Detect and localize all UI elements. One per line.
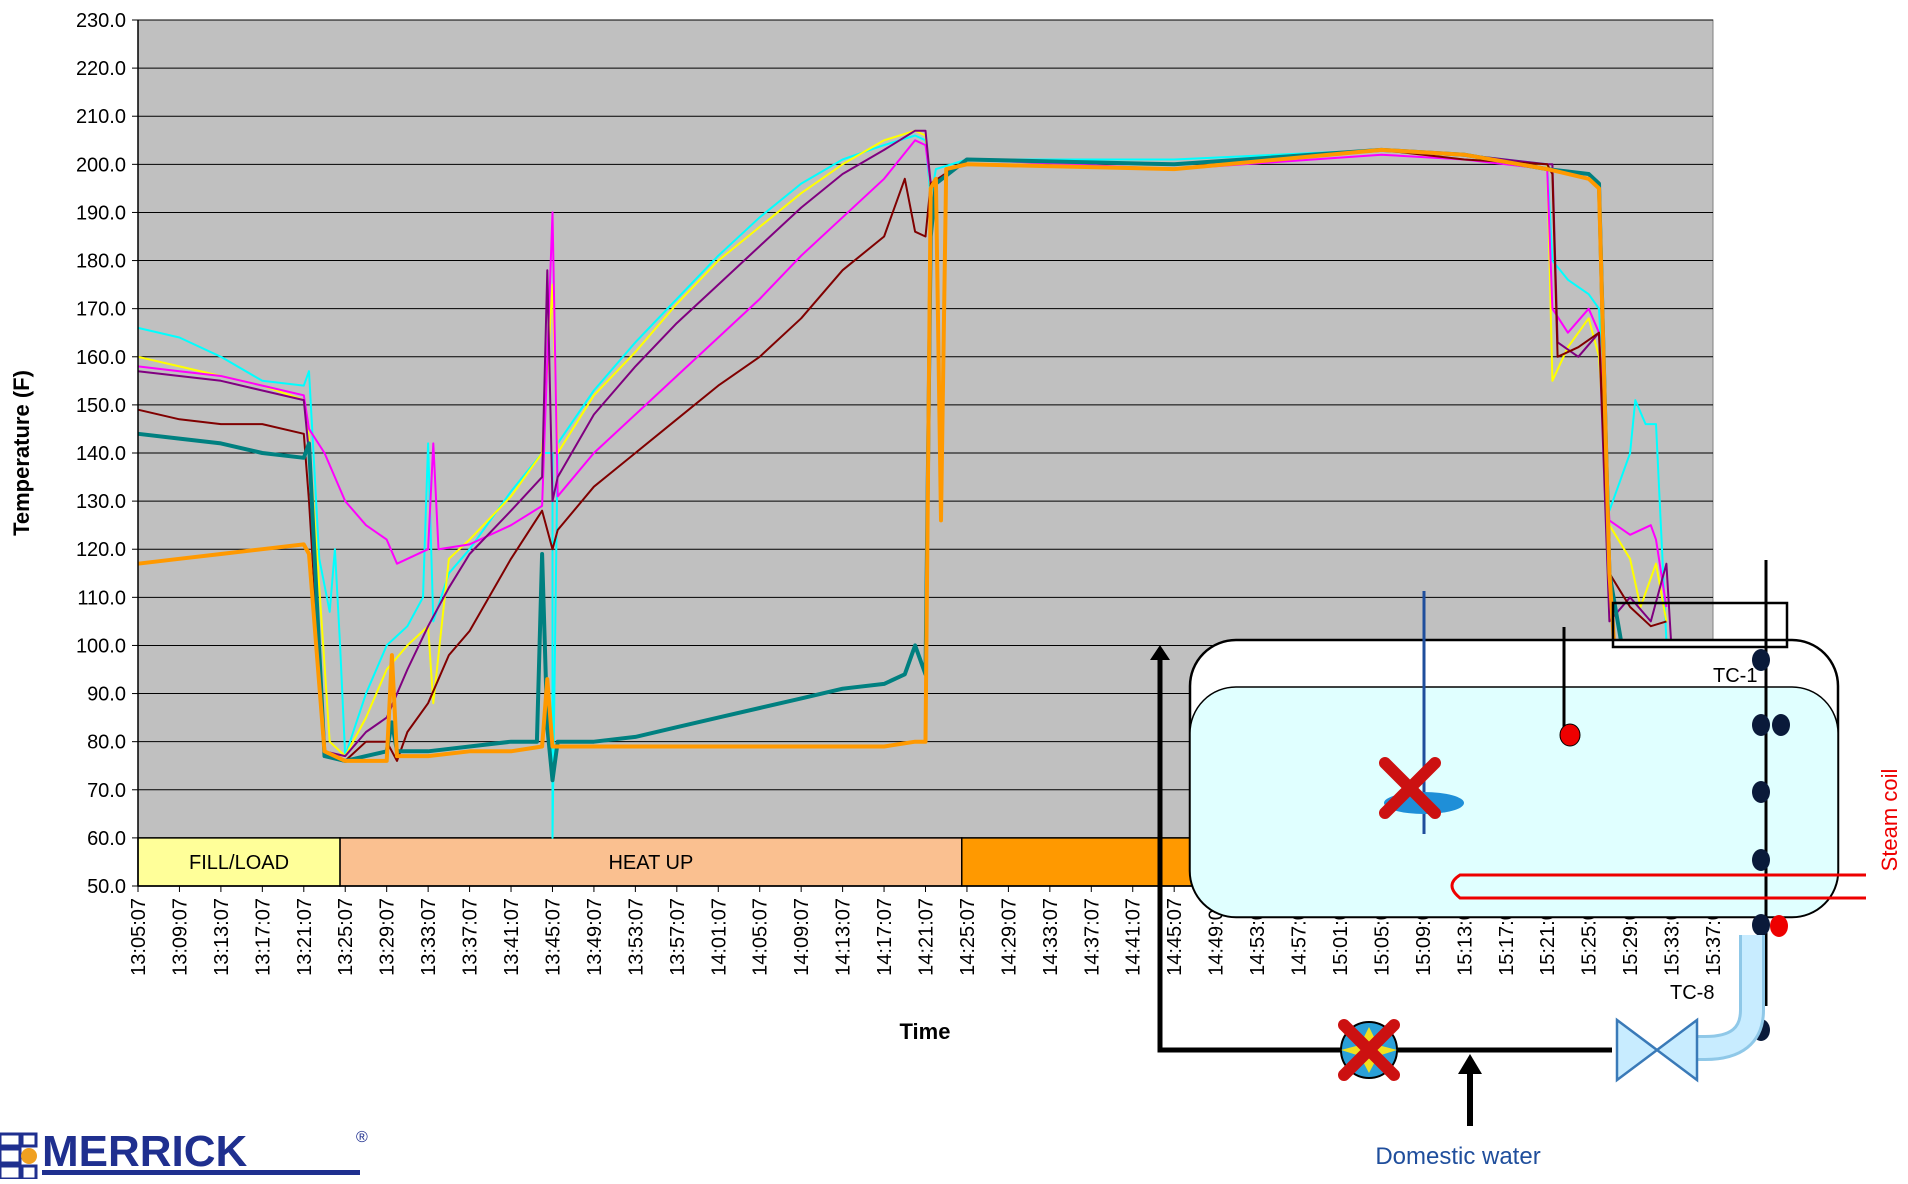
up-arrow-icon: [1150, 645, 1170, 660]
inlet-box: [1611, 601, 1789, 649]
y-tick-label: 110.0: [77, 587, 126, 609]
x-tick-label: 14:09:07: [791, 898, 813, 976]
phase-label: HEAT UP: [608, 852, 693, 874]
sensor-red-dot: [1559, 723, 1581, 747]
sensor-red-dot: [1770, 915, 1788, 937]
sensor-dot: [1772, 714, 1790, 736]
x-tick-label: 14:25:07: [957, 898, 979, 976]
x-tick-label: 13:37:07: [460, 898, 482, 976]
x-tick-label: 13:05:07: [128, 898, 150, 976]
x-tick-label: 14:05:07: [750, 898, 772, 976]
x-axis-title: Time: [900, 1019, 951, 1044]
x-tick-label: 14:37:07: [1081, 898, 1103, 976]
x-tick-label: 13:09:07: [169, 898, 191, 976]
y-tick-label: 120.0: [76, 539, 126, 561]
steam-coil: [1450, 873, 1866, 900]
domestic-water-label: Domestic water: [1375, 1143, 1540, 1170]
logo-mark-icon: [0, 1132, 38, 1181]
y-tick-label: 50.0: [87, 876, 126, 898]
x-tick-label: 14:41:07: [1123, 898, 1145, 976]
x-tick-label: 13:41:07: [501, 898, 523, 976]
tank-liquid: [1189, 686, 1839, 918]
y-tick-label: 70.0: [87, 780, 126, 802]
series-line-3: [137, 139, 1668, 608]
logo-text: MERRICK: [42, 1127, 248, 1176]
tc1-label: TC-1: [1713, 665, 1757, 687]
pump-disabled-icon: [1338, 1019, 1400, 1081]
x-tick-label: 14:17:07: [874, 898, 896, 976]
x-tick-label: 14:13:07: [833, 898, 855, 976]
x-tick-label: 13:17:07: [252, 898, 274, 976]
phase-band: [339, 837, 963, 887]
x-tick-label: 13:53:07: [625, 898, 647, 976]
x-tick-label: 14:33:07: [1040, 898, 1062, 976]
x-tick-label: 13:33:07: [418, 898, 440, 976]
x-tick-label: 13:49:07: [584, 898, 606, 976]
x-tick-label: 13:21:07: [294, 898, 316, 976]
phase-band: [137, 837, 341, 887]
series-line-5: [137, 148, 1667, 762]
y-tick-label: 220.0: [76, 58, 126, 80]
phase-label: FILL/LOAD: [189, 852, 289, 874]
y-tick-label: 210.0: [76, 106, 126, 128]
logo-registered-mark: ®: [356, 1129, 368, 1146]
y-tick-label: 60.0: [87, 828, 126, 850]
sensor-dot: [1752, 714, 1770, 736]
y-tick-label: 160.0: [76, 347, 126, 369]
y-tick-label: 170.0: [76, 299, 126, 321]
series-line-2: [137, 129, 1668, 758]
steam-coil-label: Steam coil: [1877, 769, 1902, 872]
sensor-dot: [1752, 649, 1770, 671]
tc8-label: TC-8: [1670, 982, 1714, 1004]
x-tick-label: 13:25:07: [335, 898, 357, 976]
y-axis-title: Temperature (F): [9, 370, 34, 536]
x-tick-label: 14:49:07: [1206, 898, 1228, 976]
x-tick-label: 13:57:07: [667, 898, 689, 976]
y-tick-label: 130.0: [76, 491, 126, 513]
series-line-1: [137, 134, 1668, 839]
sensor-dot: [1752, 914, 1770, 936]
valve-icon: [1615, 1017, 1660, 1083]
y-tick-label: 200.0: [76, 154, 126, 176]
y-tick-label: 140.0: [76, 443, 126, 465]
x-tick-label: 13:29:07: [377, 898, 399, 976]
x-tick-label: 14:45:07: [1164, 898, 1186, 976]
y-tick-label: 180.0: [76, 251, 126, 273]
valve-icon: [1654, 1017, 1699, 1083]
y-tick-label: 90.0: [87, 684, 126, 706]
y-tick-label: 150.0: [76, 395, 126, 417]
recirc-pipe: [1157, 651, 1612, 1053]
x-tick-label: 13:13:07: [211, 898, 233, 976]
series-line-7: [137, 147, 1672, 763]
x-tick-label: 14:29:07: [998, 898, 1020, 976]
y-tick-label: 190.0: [76, 202, 126, 224]
x-tick-label: 13:45:07: [542, 898, 564, 976]
up-arrow-icon: [1458, 1054, 1482, 1074]
sensor-dot: [1752, 781, 1770, 803]
y-tick-label: 100.0: [76, 635, 126, 657]
sensor-dot: [1752, 849, 1770, 871]
x-tick-label: 14:21:07: [916, 898, 938, 976]
agitator-disabled-icon: [1379, 757, 1441, 819]
y-tick-label: 230.0: [76, 10, 126, 32]
x-tick-label: 14:01:07: [708, 898, 730, 976]
outlet-pipe-inner: [1690, 935, 1762, 1058]
merrick-logo: MERRICK ®: [0, 1108, 400, 1181]
y-tick-label: 80.0: [87, 732, 126, 754]
